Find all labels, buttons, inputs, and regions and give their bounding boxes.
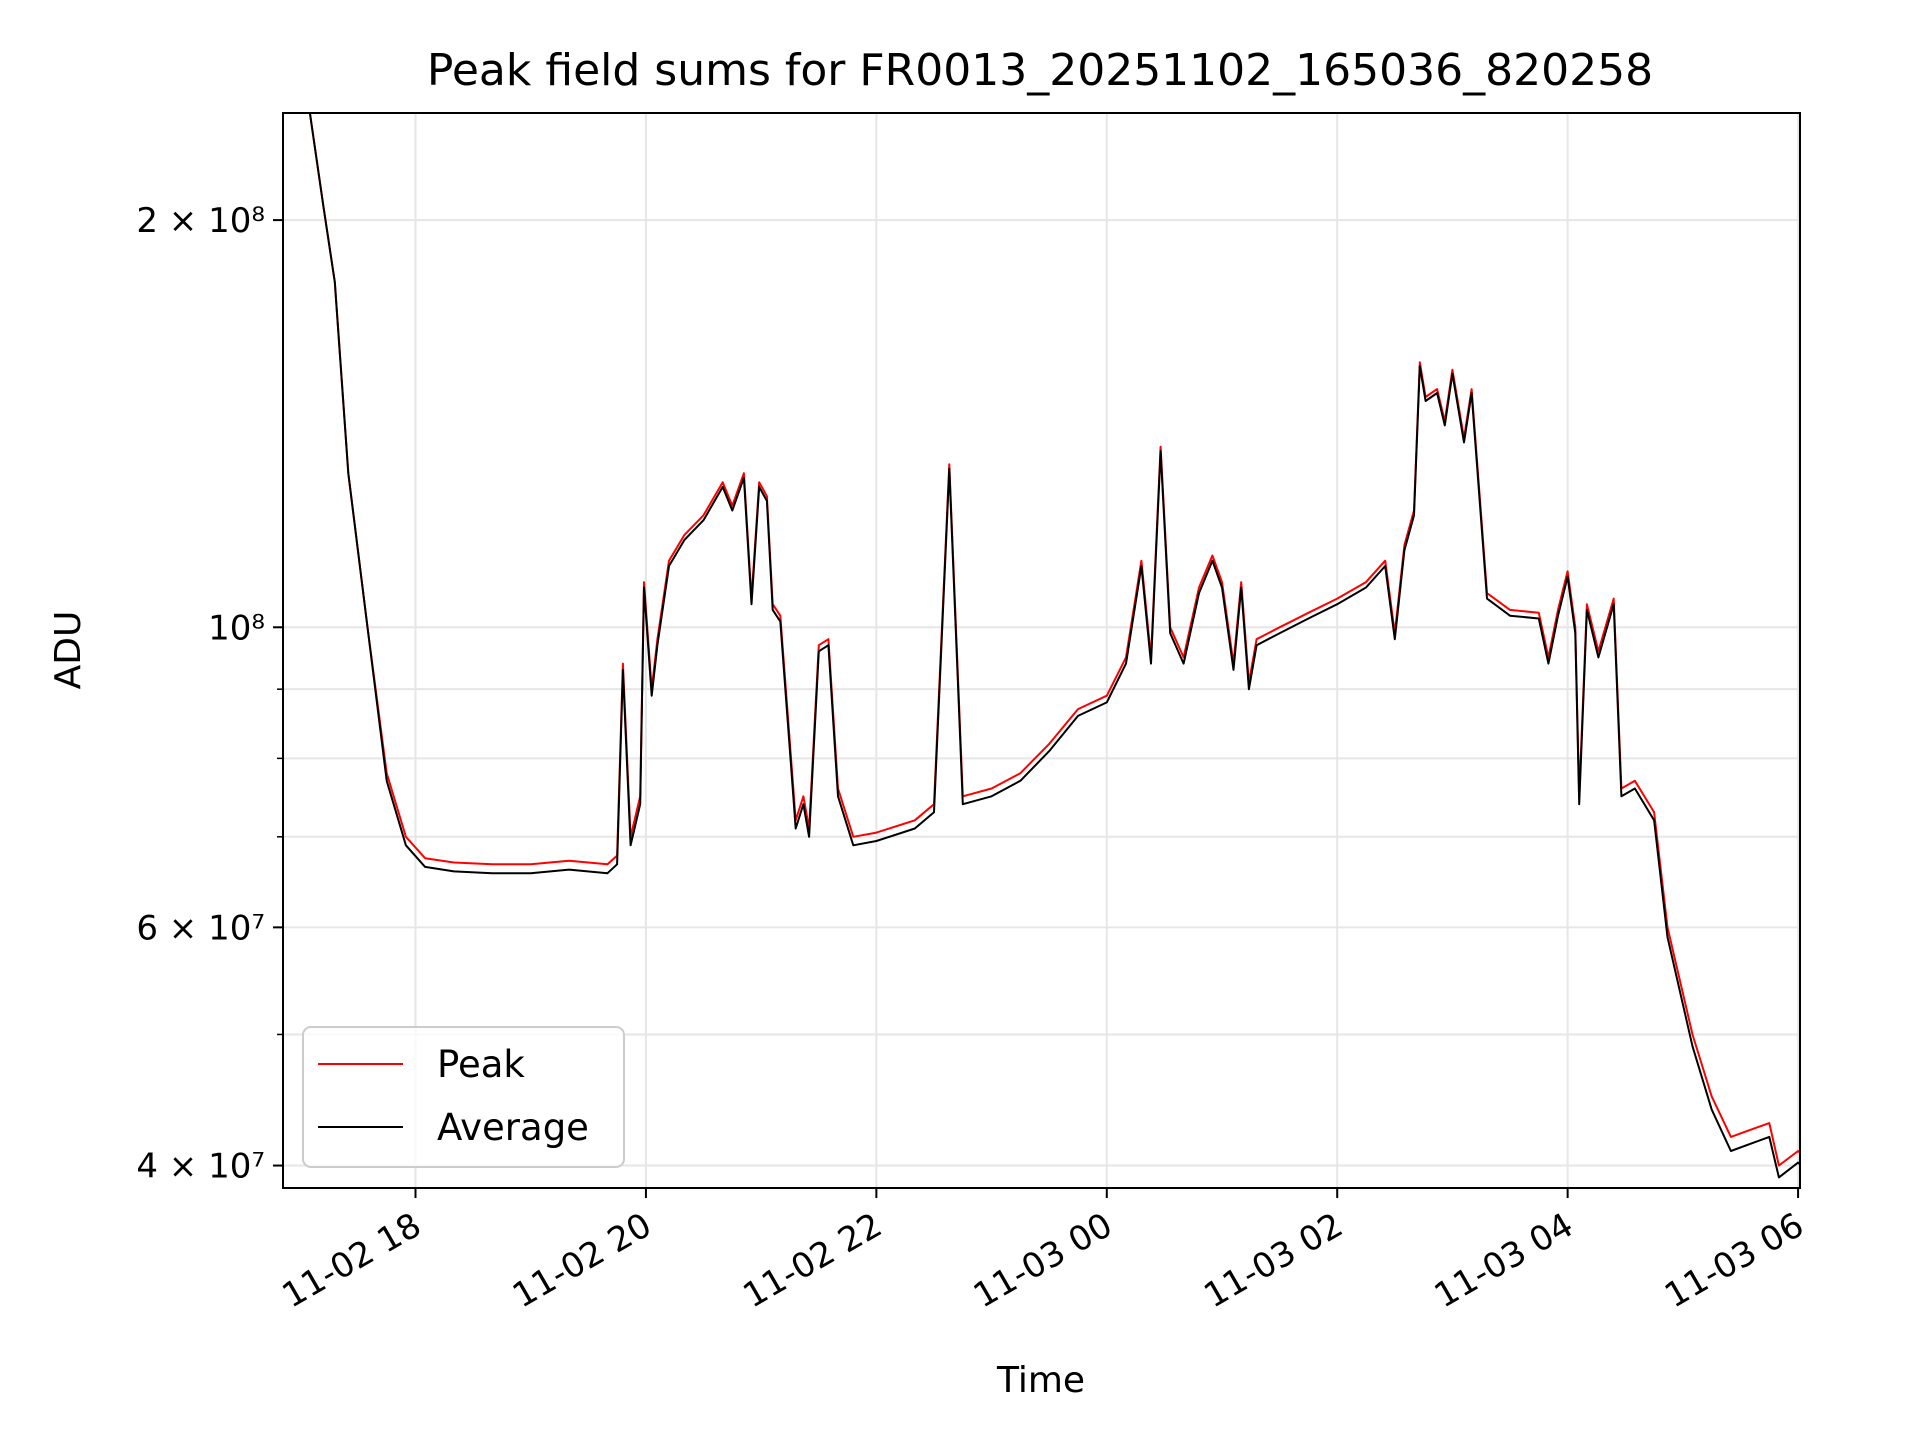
legend-peak-label: Peak (437, 1043, 525, 1086)
y-tick-label: 2 × 10⁸ (136, 201, 265, 241)
legend-average-label: Average (437, 1106, 589, 1149)
series-lines (283, 113, 1800, 1179)
legend: Peak Average (302, 1026, 625, 1168)
y-tick-label: 6 × 10⁷ (136, 908, 265, 948)
legend-box (302, 1026, 625, 1168)
y-tick-label: 4 × 10⁷ (136, 1147, 265, 1187)
x-axis-label: Time (996, 1360, 1085, 1401)
chart-title: Peak field sums for FR0013_20251102_1650… (427, 45, 1653, 96)
series-line-average (283, 113, 1800, 1179)
y-tick-label: 10⁸ (208, 608, 265, 648)
y-axis-label: ADU (48, 611, 89, 690)
plot-area-frame (282, 112, 1801, 1189)
